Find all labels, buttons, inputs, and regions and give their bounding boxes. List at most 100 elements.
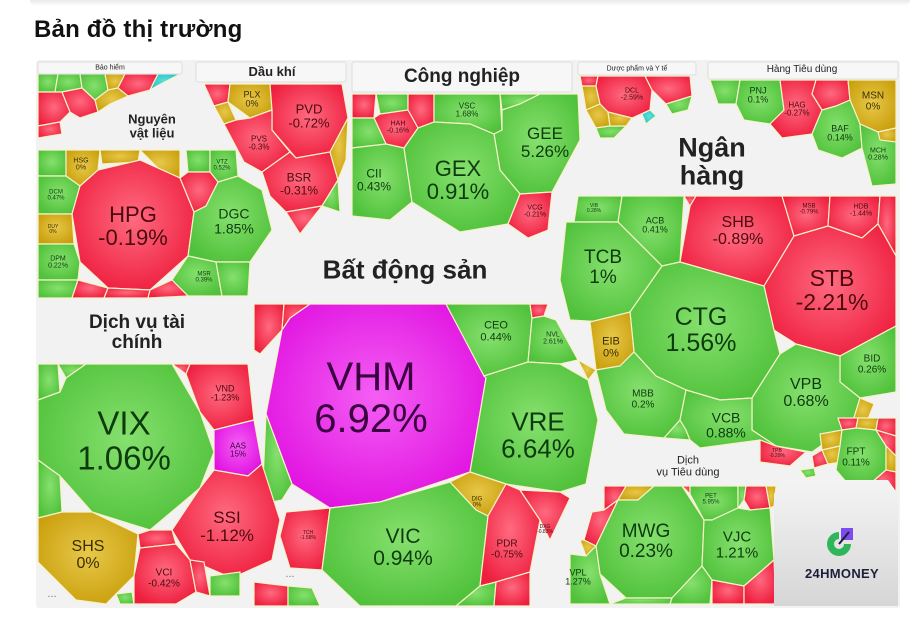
stock-VIX[interactable]: VIX 1.06%: [77, 406, 171, 475]
cell-nvl-6[interactable]: [215, 261, 251, 297]
cell-nh-stb[interactable]: [763, 223, 897, 357]
stock-SHS[interactable]: SHS 0%: [72, 538, 105, 573]
stock-VCB[interactable]: VCB 0.88%: [706, 410, 746, 439]
stock-MBB[interactable]: MBB 0.2%: [632, 389, 655, 411]
stock-DIG[interactable]: DIG 0%: [472, 497, 483, 510]
more-it[interactable]: ...: [875, 411, 885, 423]
stock-NVL[interactable]: NVL 2.61%: [543, 332, 563, 347]
cell-bds-6[interactable]: [493, 571, 531, 607]
cell-daukhi-5[interactable]: [285, 205, 324, 236]
stock-PVS[interactable]: PVS -0.3%: [249, 135, 270, 153]
stock-MSR[interactable]: MSR 0.39%: [195, 272, 212, 285]
stock-HDB[interactable]: HDB -1.44%: [850, 204, 872, 219]
stock-PNJ[interactable]: PNJ 0.1%: [748, 86, 769, 106]
cell-nvl-dpm[interactable]: [37, 243, 81, 281]
cell-nh-tpb[interactable]: [759, 439, 808, 467]
stock-DUY[interactable]: DUY 0%: [48, 224, 59, 236]
cell-dvtd-9[interactable]: [609, 597, 673, 605]
cell-duoc-7[interactable]: [641, 109, 657, 125]
stock-DCL[interactable]: DCL -2.59%: [621, 88, 643, 103]
stock-DPM[interactable]: DPM 0.22%: [48, 256, 68, 271]
stock-HPG[interactable]: HPG -0.19%: [98, 203, 168, 249]
stock-SHB[interactable]: SHB -0.89%: [713, 214, 764, 249]
cell-cn-gex[interactable]: [403, 121, 521, 233]
cell-cn-1[interactable]: [351, 93, 377, 119]
stock-PDR[interactable]: PDR -0.75%: [491, 539, 523, 561]
cell-duoc-6[interactable]: [595, 125, 628, 139]
cell-daukhi-3[interactable]: [329, 117, 349, 182]
stock-VSC[interactable]: VSC 1.68%: [456, 102, 479, 120]
cell-bds-1[interactable]: [253, 303, 285, 355]
stock-GEE[interactable]: GEE 5.26%: [521, 125, 569, 161]
cell-htd-3[interactable]: [877, 127, 897, 143]
stock-CTG[interactable]: CTG 1.56%: [666, 303, 737, 356]
stock-EIB[interactable]: EIB 0%: [602, 336, 620, 359]
stock-TCH[interactable]: TCH -1.58%: [300, 530, 316, 542]
stock-VPL[interactable]: VPL 1.27%: [565, 568, 591, 588]
stock-PET[interactable]: PET 5.95%: [702, 494, 719, 507]
stock-CII[interactable]: CII 0.43%: [357, 167, 391, 192]
stock-VIC[interactable]: VIC 0.94%: [373, 525, 433, 570]
stock-PVD[interactable]: PVD -0.72%: [288, 102, 329, 129]
cell-bds-tch[interactable]: [279, 507, 331, 571]
stock-HAG[interactable]: HAG -0.27%: [784, 101, 809, 119]
stock-CEO[interactable]: CEO 0.44%: [480, 320, 511, 343]
cell-duoc-1[interactable]: [579, 75, 599, 87]
stock-TCB[interactable]: TCB 1%: [584, 248, 622, 288]
cell-dvtc-vci[interactable]: [133, 543, 197, 605]
cell-nvl-9[interactable]: [103, 287, 151, 299]
stock-PLX[interactable]: PLX 0%: [243, 90, 260, 110]
stock-VJC[interactable]: VJC 1.21%: [716, 529, 759, 561]
cell-duoc-4[interactable]: [665, 95, 693, 115]
cell-daukhi-pvs[interactable]: [223, 109, 291, 173]
stock-MSN[interactable]: MSN 0%: [862, 91, 884, 113]
cell-htd-1[interactable]: [709, 79, 741, 105]
cell-it-10[interactable]: [798, 467, 817, 479]
cell-nvl-msr[interactable]: [171, 255, 223, 297]
more-bds[interactable]: ...: [285, 568, 295, 580]
cell-bds-vre[interactable]: [469, 361, 599, 493]
cell-bds-8[interactable]: [287, 585, 321, 607]
cell-nvl-10[interactable]: [147, 279, 190, 299]
stock-VRE[interactable]: VRE 6.64%: [501, 408, 575, 464]
cell-dvtc-6[interactable]: [209, 571, 241, 597]
stock-FPT[interactable]: FPT 0.11%: [842, 447, 870, 469]
stock-MCH[interactable]: MCH 0.28%: [868, 148, 888, 163]
stock-BID[interactable]: BID 0.26%: [858, 354, 886, 376]
stock-BSR[interactable]: BSR -0.31%: [280, 171, 318, 196]
stock-DXG[interactable]: DXG -0.83%: [537, 524, 553, 536]
cell-nvl-7[interactable]: [37, 279, 79, 299]
stock-GEX[interactable]: GEX 0.91%: [427, 157, 489, 203]
cell-dvtc-4[interactable]: [137, 529, 177, 549]
cell-baohiem-10[interactable]: [37, 121, 63, 139]
stock-MSB[interactable]: MSB -0.79%: [799, 204, 818, 217]
cell-dvtd-10[interactable]: [669, 565, 713, 605]
stock-DCM[interactable]: DCM 0.47%: [47, 190, 64, 203]
stock-VCG[interactable]: VCG -0.21%: [524, 205, 546, 220]
stock-AAS[interactable]: AAS 15%: [230, 442, 246, 460]
stock-BAF[interactable]: BAF 0.14%: [827, 124, 853, 144]
cell-baohiem-9[interactable]: [94, 87, 130, 113]
cell-nvl-4[interactable]: [185, 149, 211, 173]
stock-MWG[interactable]: MWG 0.23%: [619, 522, 673, 562]
cell-nvl-1[interactable]: [37, 149, 67, 177]
stock-VPB[interactable]: VPB 0.68%: [783, 376, 828, 411]
cell-dvtd-vpl[interactable]: [569, 544, 611, 605]
cell-nh-3[interactable]: [576, 358, 597, 382]
stock-SSI[interactable]: SSI -1.12%: [200, 509, 254, 545]
stock-VHM[interactable]: VHM 6.92%: [314, 356, 427, 440]
cell-bds-7[interactable]: [253, 581, 289, 607]
stock-HSG[interactable]: HSG 0%: [73, 158, 88, 173]
more-dvtc[interactable]: ...: [47, 588, 57, 600]
stock-DGC[interactable]: DGC 1.85%: [214, 206, 254, 235]
cell-bds-dxg[interactable]: [518, 489, 571, 542]
stock-HAH[interactable]: HAH -0.16%: [387, 121, 409, 136]
stock-VCI[interactable]: VCI -0.42%: [148, 568, 180, 590]
stock-ACB[interactable]: ACB 0.41%: [642, 216, 668, 236]
cell-daukhi-4[interactable]: [321, 178, 341, 213]
stock-STB[interactable]: STB -2.21%: [796, 266, 869, 314]
cell-dvtc-7[interactable]: [115, 591, 135, 605]
stock-VND[interactable]: VND -1.23%: [211, 384, 240, 404]
cell-cn-vcg[interactable]: [507, 191, 553, 239]
cell-dvtc-ssi[interactable]: [171, 462, 281, 579]
